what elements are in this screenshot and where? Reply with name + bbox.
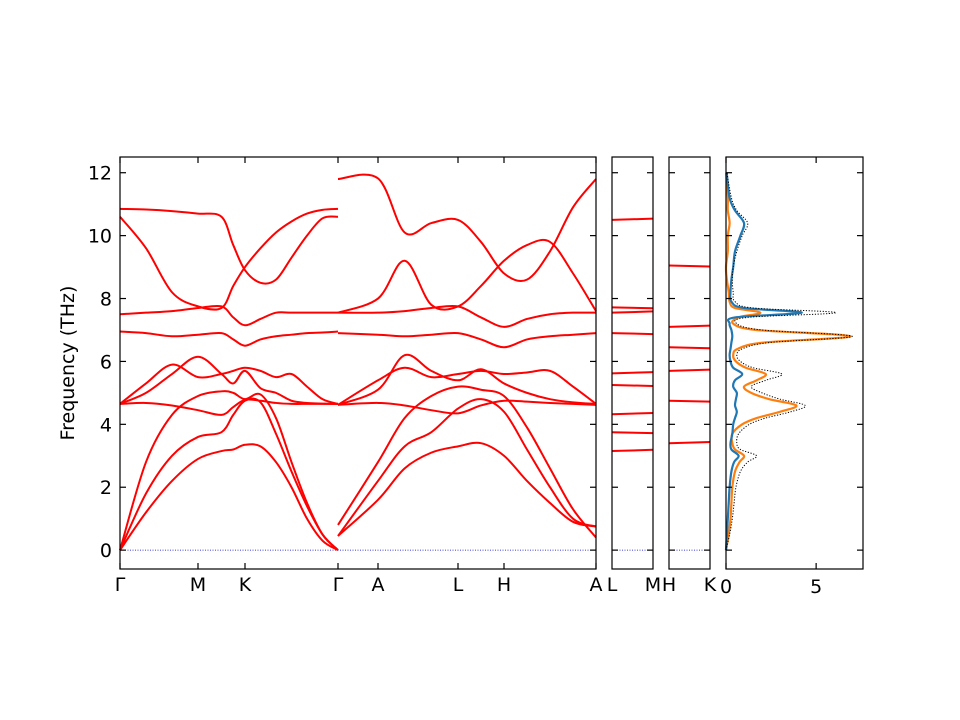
main-x-label-3: Γ [333,574,344,596]
hk-x-label-start: H [662,574,676,596]
main-x-label-2: K [239,574,252,596]
lm-band-line-2 [611,431,654,435]
main-panel-frame [119,156,597,570]
band-line-seg2-6 [337,366,597,406]
band-line-seg2-5 [337,353,597,406]
y-tick-label-12: 12 [88,163,112,185]
hk-band-line-4 [668,346,711,350]
dos-partial-2-line [724,172,852,551]
y-axis-label: Frequency (THz) [57,286,79,441]
hk-band-line-3 [668,368,711,372]
band-line-seg2-8 [337,304,597,328]
band-line-seg1-6 [119,363,339,405]
lm-band-line-8 [611,306,654,310]
main-x-label-5: L [453,574,464,596]
band-line-seg1-8 [119,304,338,327]
lm-band-line-7 [611,310,654,314]
y-tick-label-2: 2 [100,477,112,499]
y-tick-label-6: 6 [100,351,112,373]
lm-x-label-end: M [645,574,661,596]
lm-band-line-6 [611,332,654,336]
y-tick-label-10: 10 [88,226,112,248]
band-line-seg2-1 [337,441,597,537]
dos-partial-1-line [724,172,803,551]
dos-x-tick-label-5: 5 [810,576,822,598]
lm-band-line-5 [611,371,654,375]
lm-band-line-9 [611,217,654,221]
band-line-seg2-9 [337,238,597,314]
main-x-label-1: M [190,574,206,596]
band-line-seg1-5 [119,355,339,405]
lm-band-line-1 [611,448,654,453]
main-x-label-6: H [497,574,511,596]
band-line-seg2-3 [337,385,597,539]
hk-band-line-6 [668,264,711,268]
y-tick-label-8: 8 [100,289,112,311]
main-x-label-4: A [372,574,385,596]
lm-band-line-3 [611,412,654,416]
y-tick-label-4: 4 [100,414,112,436]
hk-band-line-5 [668,324,711,328]
hk-band-line-2 [668,399,711,403]
hk-x-label-end: K [704,574,717,596]
band-line-seg1-9 [119,207,339,311]
hk-panel-frame [668,156,711,570]
band-line-seg1-1 [119,443,339,552]
band-line-seg2-7 [337,331,597,349]
lm-panel-frame [611,156,654,570]
band-line-seg2-10 [337,173,597,283]
hk-band-line-1 [668,440,711,445]
lm-band-line-4 [611,384,654,387]
main-x-label-0: Γ [115,574,126,596]
band-line-seg1-10 [119,207,339,285]
dos-x-tick-label-0: 0 [720,576,732,598]
band-line-seg2-2 [337,398,597,537]
dos-panel-frame [725,156,864,570]
lm-x-label-start: L [607,574,618,596]
y-tick-label-0: 0 [100,540,112,562]
band-line-seg1-7 [119,330,339,347]
band-line-seg2-4 [337,399,597,415]
main-x-label-7: A [590,574,603,596]
